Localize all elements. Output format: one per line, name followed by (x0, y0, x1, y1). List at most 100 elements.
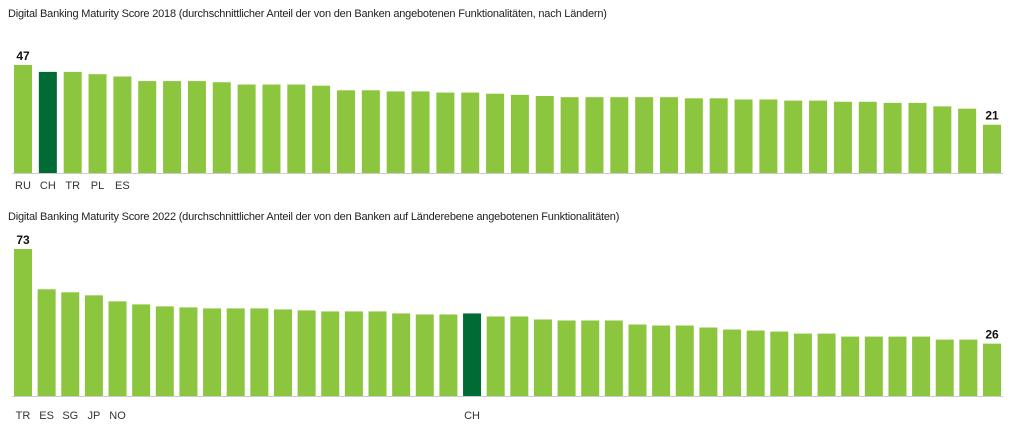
bar (461, 92, 480, 173)
bar (958, 108, 977, 173)
value-label: 47 (16, 49, 30, 63)
bar (933, 106, 952, 173)
bar (734, 99, 753, 173)
bar (392, 313, 411, 396)
bar (337, 90, 355, 173)
bar (833, 101, 852, 173)
value-label: 26 (985, 328, 999, 342)
bar (635, 97, 654, 173)
category-label: ES (115, 180, 130, 192)
bar (132, 304, 151, 396)
bar (983, 124, 1001, 173)
bar (510, 94, 529, 173)
bar (793, 333, 812, 396)
category-label: CH (40, 180, 56, 192)
bar (652, 325, 671, 396)
bar (709, 98, 728, 173)
bar (746, 330, 765, 396)
bar (138, 81, 157, 173)
bar (37, 289, 56, 396)
bar (912, 336, 931, 396)
bar (14, 249, 32, 396)
category-label: NO (109, 410, 126, 422)
bar (88, 74, 107, 173)
bar (486, 93, 505, 173)
bar (61, 292, 80, 396)
bar (439, 314, 458, 396)
bar (535, 96, 554, 173)
category-label: SG (62, 410, 78, 422)
bar (610, 97, 629, 173)
bar (699, 327, 718, 396)
chart-2018: RU CH TR PL ES 47 21 (12, 49, 1003, 192)
bar (179, 307, 198, 396)
bar (436, 92, 455, 173)
bar (297, 310, 316, 396)
bar (770, 331, 789, 396)
bar (660, 97, 678, 173)
bar (858, 101, 877, 173)
bar (287, 84, 306, 173)
category-label: PL (91, 180, 104, 192)
bar (888, 336, 907, 396)
bar (864, 336, 883, 396)
chart-2022: TR ES SG JP NO CH 73 26 (12, 233, 1003, 422)
chart-1-title: Digital Banking Maturity Score 2018 (dur… (8, 8, 607, 20)
bar (959, 339, 978, 396)
bar (273, 309, 292, 396)
value-label: 21 (985, 109, 999, 123)
bar (533, 319, 552, 396)
category-label: RU (15, 180, 31, 192)
category-label: TR (16, 410, 31, 422)
bar (212, 82, 231, 173)
value-label: 73 (16, 233, 30, 247)
category-label: ES (39, 410, 54, 422)
bar (557, 320, 576, 396)
bar (108, 301, 127, 396)
bar (14, 65, 32, 173)
bar (312, 85, 331, 173)
bar (723, 329, 742, 396)
bar (883, 102, 902, 173)
bar (908, 102, 927, 173)
bar (368, 311, 387, 396)
bar (63, 71, 82, 173)
bar (321, 311, 340, 396)
bar (675, 325, 694, 396)
category-label: JP (87, 410, 100, 422)
chart-2-title: Digital Banking Maturity Score 2022 (dur… (8, 211, 620, 223)
bar (344, 311, 363, 396)
bar (628, 324, 647, 396)
bar (817, 333, 836, 396)
bar (38, 71, 57, 173)
bar (226, 308, 245, 396)
bar (604, 320, 623, 396)
bar (486, 316, 505, 396)
bar (250, 308, 269, 396)
bar (237, 84, 256, 173)
bar (841, 336, 860, 396)
bar (585, 97, 604, 173)
bar (415, 314, 434, 396)
bar (386, 91, 405, 173)
bar (935, 339, 954, 396)
bar (784, 100, 803, 173)
category-label: TR (65, 180, 80, 192)
bar (187, 81, 206, 173)
bar (84, 295, 103, 396)
bar (163, 81, 182, 173)
bar (983, 343, 1001, 396)
bar (203, 308, 222, 396)
bar (560, 97, 579, 173)
bar (684, 98, 703, 173)
bar (411, 91, 430, 173)
bar (155, 306, 174, 396)
category-label: CH (464, 410, 480, 422)
bar (581, 320, 600, 396)
bar (759, 99, 778, 173)
bar (113, 76, 132, 173)
bar (463, 313, 482, 396)
bar (361, 90, 380, 173)
bar (809, 100, 828, 173)
bar (262, 84, 281, 173)
